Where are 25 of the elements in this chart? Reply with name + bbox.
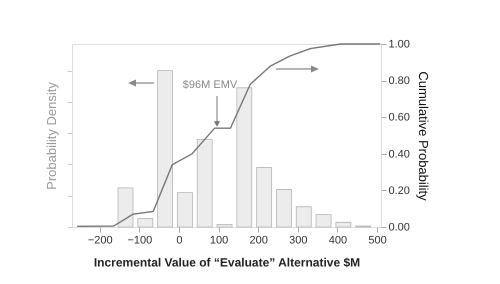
y2-tick-label: 0.00: [388, 222, 410, 234]
bar: [276, 189, 292, 228]
bar: [157, 70, 173, 228]
x-tick-label: −200: [88, 234, 113, 246]
y2-tick-label: 0.40: [388, 148, 410, 160]
x-tick-label: −100: [127, 234, 152, 246]
y2-axis-title: Cumulative Probability: [416, 71, 431, 202]
bar: [118, 187, 134, 228]
y-axis-title: Probability Density: [44, 82, 59, 190]
bar: [236, 87, 252, 228]
y2-tick-label: 0.80: [388, 75, 410, 88]
y2-tick-label: 0.60: [388, 112, 410, 124]
x-tick-label: 100: [210, 234, 228, 246]
y2-tick-label: 0.20: [388, 184, 410, 197]
x-tick-label: 0: [176, 234, 183, 246]
x-axis-title: Incremental Value of “Evaluate” Alternative $M: [94, 256, 360, 270]
x-tick-label: 300: [289, 234, 308, 246]
bar: [316, 214, 332, 228]
y2-tick-label: 1.00: [388, 38, 410, 50]
x-tick-label: 400: [328, 234, 348, 246]
line-series: [76, 43, 381, 227]
annotation: $96M EMV: [182, 79, 238, 91]
bar: [196, 139, 213, 228]
x-tick-label: 500: [368, 234, 387, 246]
x-tick-label: 200: [250, 234, 268, 246]
